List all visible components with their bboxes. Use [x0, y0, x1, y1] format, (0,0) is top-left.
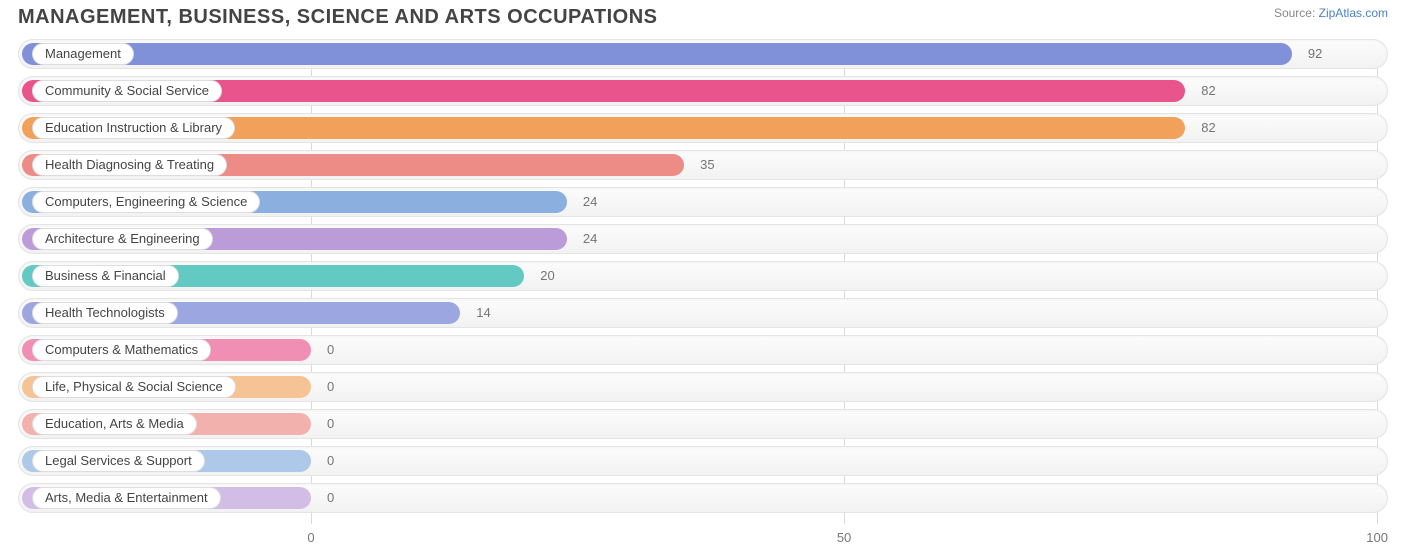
bar-value-label: 0 [327, 413, 334, 435]
bar-row: Legal Services & Support 0 [18, 446, 1388, 476]
bar-row: Computers, Engineering & Science 24 [18, 187, 1388, 217]
chart-header: MANAGEMENT, BUSINESS, SCIENCE AND ARTS O… [0, 0, 1406, 39]
chart-container: MANAGEMENT, BUSINESS, SCIENCE AND ARTS O… [0, 0, 1406, 558]
bar-value-label: 24 [583, 191, 597, 213]
bar-row: Community & Social Service 82 [18, 76, 1388, 106]
chart-title: MANAGEMENT, BUSINESS, SCIENCE AND ARTS O… [18, 6, 657, 29]
bar-category-label: Computers & Mathematics [32, 339, 211, 361]
bar-value-label: 0 [327, 339, 334, 361]
source-attribution: Source: ZipAtlas.com [1274, 6, 1388, 20]
x-tick-label: 50 [837, 530, 851, 545]
bar-row: Education Instruction & Library 82 [18, 113, 1388, 143]
bar-row: Computers & Mathematics 0 [18, 335, 1388, 365]
source-link[interactable]: ZipAtlas.com [1319, 6, 1388, 20]
bar-value-label: 92 [1308, 43, 1322, 65]
bar-category-label: Education, Arts & Media [32, 413, 197, 435]
bar-value-label: 82 [1201, 117, 1215, 139]
bar-category-label: Business & Financial [32, 265, 179, 287]
chart-area: Management 92 Community & Social Service 82… [0, 39, 1406, 552]
bar-value-label: 14 [476, 302, 490, 324]
bar-value-label: 0 [327, 450, 334, 472]
bar-value-label: 20 [540, 265, 554, 287]
bar-row: Life, Physical & Social Science 0 [18, 372, 1388, 402]
bar-row: Business & Financial 20 [18, 261, 1388, 291]
bar-category-label: Life, Physical & Social Science [32, 376, 236, 398]
bar-row: Arts, Media & Entertainment 0 [18, 483, 1388, 513]
x-tick-label: 0 [307, 530, 314, 545]
bar-category-label: Education Instruction & Library [32, 117, 235, 139]
x-tick-label: 100 [1366, 530, 1388, 545]
bar-category-label: Computers, Engineering & Science [32, 191, 260, 213]
bar-category-label: Community & Social Service [32, 80, 222, 102]
bar-category-label: Management [32, 43, 134, 65]
bar-value-label: 24 [583, 228, 597, 250]
bar-category-label: Architecture & Engineering [32, 228, 213, 250]
bar-value-label: 0 [327, 487, 334, 509]
bar-value-label: 82 [1201, 80, 1215, 102]
bar-category-label: Legal Services & Support [32, 450, 205, 472]
bar-row: Education, Arts & Media 0 [18, 409, 1388, 439]
bar-value-label: 0 [327, 376, 334, 398]
source-label: Source: [1274, 6, 1315, 20]
bar-row: Management 92 [18, 39, 1388, 69]
bar-category-label: Arts, Media & Entertainment [32, 487, 221, 509]
bar-fill [22, 43, 1292, 65]
bar-category-label: Health Technologists [32, 302, 178, 324]
bar-row: Health Diagnosing & Treating 35 [18, 150, 1388, 180]
x-axis: 0 50 100 [18, 524, 1388, 552]
bar-row: Health Technologists 14 [18, 298, 1388, 328]
chart-plot: Management 92 Community & Social Service 82… [18, 39, 1388, 520]
bar-category-label: Health Diagnosing & Treating [32, 154, 227, 176]
bar-value-label: 35 [700, 154, 714, 176]
bar-row: Architecture & Engineering 24 [18, 224, 1388, 254]
